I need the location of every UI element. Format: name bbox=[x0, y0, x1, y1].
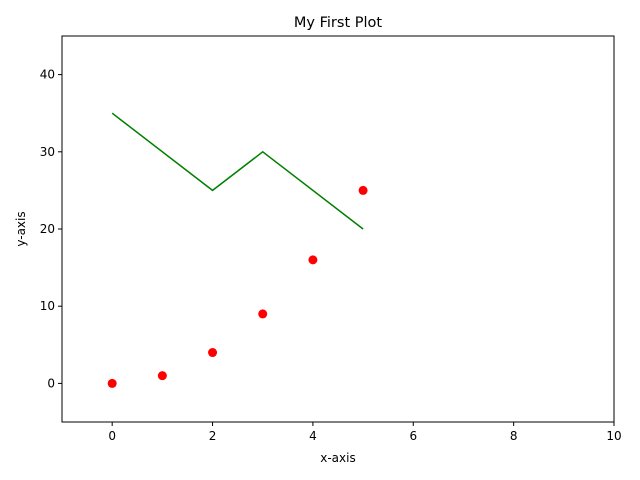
y-axis-label: y-axis bbox=[14, 211, 28, 246]
x-tick-label: 6 bbox=[409, 429, 417, 443]
scatter-point bbox=[258, 309, 268, 319]
y-tick-label: 20 bbox=[40, 222, 55, 236]
y-tick-label: 10 bbox=[40, 299, 55, 313]
scatter-point bbox=[358, 185, 368, 195]
x-tick-label: 8 bbox=[510, 429, 518, 443]
x-tick-label: 0 bbox=[108, 429, 116, 443]
y-tick-label: 40 bbox=[40, 68, 55, 82]
plot-layer bbox=[107, 112, 368, 388]
x-tick-label: 4 bbox=[309, 429, 317, 443]
x-tick-label: 10 bbox=[606, 429, 621, 443]
plot-area-frame bbox=[61, 35, 615, 423]
x-axis-label: x-axis bbox=[320, 451, 355, 465]
chart-title: My First Plot bbox=[294, 15, 382, 31]
scatter-point bbox=[208, 348, 218, 358]
scatter-point bbox=[157, 371, 167, 381]
y-tick-label: 30 bbox=[40, 145, 55, 159]
series-line bbox=[111, 112, 364, 230]
scatter-point bbox=[107, 378, 117, 388]
y-tick-label: 0 bbox=[47, 376, 55, 390]
tick-layer: 0 2 4 6 8 10 0 10 20 30 40 bbox=[40, 68, 622, 443]
scatter-point bbox=[308, 255, 318, 265]
x-tick-label: 2 bbox=[209, 429, 217, 443]
